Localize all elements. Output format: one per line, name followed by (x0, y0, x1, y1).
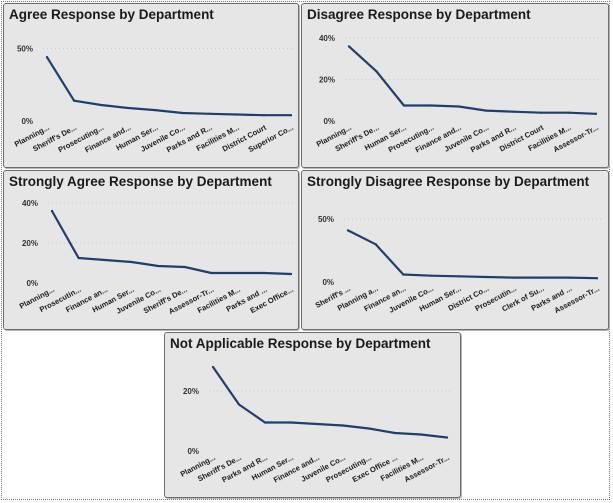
line-chart: 0%50%Sheriff's ...Planning a...Finance a… (314, 215, 601, 315)
y-tick-label: 20% (183, 387, 199, 396)
chart-title: Not Applicable Response by Department (170, 336, 431, 351)
data-point (429, 274, 433, 277)
data-point (457, 105, 460, 108)
disagree-chart-panel: Disagree Response by Department 0% 20% 40%… (301, 3, 609, 168)
data-point (457, 275, 460, 278)
data-point (594, 112, 598, 115)
y-tick-label: 0% (26, 279, 38, 288)
y-tick-label: 50% (17, 45, 33, 54)
y-tick-label: 40% (22, 199, 38, 208)
y-tick-label: 20% (319, 76, 335, 85)
data-point (45, 56, 49, 59)
data-point (210, 271, 213, 275)
data-point (393, 431, 397, 435)
data-point (512, 276, 516, 279)
data-point (567, 111, 570, 114)
data-point (208, 112, 211, 115)
data-point (104, 258, 107, 262)
data-point (181, 111, 184, 115)
y-tick-label: 40% (319, 34, 335, 43)
line-chart: 0%50%Planning...Sheriff's De...Prosecuti… (13, 45, 295, 155)
data-point (50, 209, 54, 213)
data-point (445, 436, 449, 439)
y-tick-label: 50% (318, 215, 334, 224)
y-tick-label: 0% (21, 117, 33, 126)
data-point (130, 260, 133, 264)
data-point (346, 229, 350, 232)
data-point (595, 277, 599, 280)
strongly-agree-chart-panel: Strongly Agree Response by Department 0%… (3, 170, 299, 330)
chart-title: Disagree Response by Department (307, 7, 531, 22)
data-point (540, 111, 543, 114)
data-point (236, 271, 239, 275)
series-line (346, 229, 599, 280)
chart-title: Agree Response by Department (9, 7, 214, 22)
y-tick-label: 0% (187, 447, 199, 456)
line-chart: 0%20%Planning...Sheriff's De...Parks and… (179, 365, 451, 485)
data-point (211, 365, 215, 369)
data-point (485, 275, 488, 279)
data-point (540, 276, 543, 279)
data-point (127, 106, 130, 110)
series-line (211, 365, 449, 439)
data-point (289, 421, 293, 424)
data-point (512, 110, 515, 113)
data-point (237, 403, 241, 406)
data-point (263, 271, 266, 275)
data-point (100, 103, 103, 107)
series-line (45, 56, 293, 117)
y-tick-label: 0% (322, 278, 334, 287)
data-point (289, 272, 293, 276)
data-point (419, 433, 423, 436)
chart-title: Strongly Agree Response by Department (9, 174, 272, 189)
data-point (367, 427, 371, 430)
data-point (235, 113, 238, 116)
data-point (374, 243, 377, 246)
data-point (485, 109, 488, 112)
series-line (50, 209, 293, 276)
data-point (262, 114, 265, 117)
data-point (375, 70, 378, 73)
data-point (568, 276, 571, 279)
series-line (347, 45, 598, 115)
y-tick-label: 20% (22, 239, 38, 248)
data-point (402, 273, 405, 276)
chart-title: Strongly Disagree Response by Department (307, 174, 590, 189)
data-point (157, 264, 160, 268)
data-point (402, 104, 405, 107)
data-point (73, 99, 76, 102)
data-point (315, 422, 319, 426)
data-point (77, 256, 80, 260)
data-point (289, 114, 293, 117)
line-chart: 0%20%40%Planning...Prosecutin...Finance … (18, 199, 295, 316)
agree-chart-panel: Agree Response by Department 0% 50% Planni… (3, 3, 299, 168)
line-chart: 0%20%40%Planning...Sheriff's De...Human … (315, 34, 600, 155)
y-tick-label: 0% (323, 117, 335, 126)
data-point (341, 424, 345, 427)
data-point (154, 109, 157, 112)
not-applicable-chart-panel: Not Applicable Response by Department 0%… (164, 332, 461, 498)
data-point (430, 104, 433, 107)
data-point (263, 421, 267, 424)
data-point (183, 265, 186, 269)
data-point (347, 45, 351, 48)
strongly-disagree-chart-panel: Strongly Disagree Response by Department… (301, 170, 609, 330)
